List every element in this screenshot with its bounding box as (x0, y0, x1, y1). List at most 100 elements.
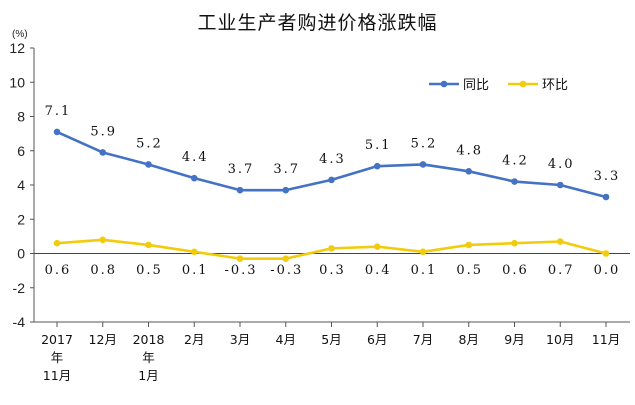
x-tick-label-line: 9月 (504, 332, 524, 347)
series-yoy: 7.1 5.9 5.2 4.4 3.7 3.7 4.3 5.1 5.2 4.8 4.2 4.0 3.3 (45, 104, 621, 201)
legend-marker (519, 80, 527, 88)
data-point (556, 238, 564, 245)
x-tick-label: 8月 (459, 332, 479, 347)
series-mom: 0.6 0.8 0.5 0.1 -0.3 -0.3 0.3 0.4 0.1 0.5 0.6 0.7 0.… (45, 236, 621, 278)
data-point (53, 239, 61, 247)
x-tick-label-line: 5月 (321, 332, 341, 347)
legend-entry: 同比 (463, 78, 489, 93)
x-tick-label: 11月 (592, 332, 620, 347)
data-label: 0.6 (502, 263, 529, 278)
data-point (145, 241, 152, 249)
data-point (511, 178, 518, 185)
data-point (282, 255, 290, 262)
x-tick-label: 3月 (230, 332, 250, 347)
x-tick-label: 6月 (367, 332, 387, 347)
data-label: 0.4 (365, 263, 392, 278)
x-tick-label-line: 年 (51, 350, 64, 365)
chart-title: 工业生产者购进价格涨跌幅 (197, 12, 438, 34)
x-tick-label: 10月 (546, 332, 574, 347)
data-point (190, 248, 198, 256)
y-tick-label: 12 (9, 40, 25, 56)
y-tick-label: 10 (9, 74, 25, 90)
data-point (99, 149, 107, 156)
legend-entry: 环比 (542, 78, 568, 93)
x-tick-label-line: 11月 (592, 332, 620, 347)
data-point (419, 161, 427, 168)
x-tick-label-line: 10月 (546, 332, 574, 347)
x-tick-label-line: 2017 (41, 332, 73, 347)
data-point (419, 248, 427, 256)
x-tick-label: 9月 (504, 332, 524, 347)
y-tick-label: 0 (17, 246, 25, 262)
x-tick-label: 2月 (184, 332, 204, 347)
data-label: 4.4 (182, 150, 209, 165)
data-label: 0.0 (594, 263, 621, 278)
x-tick-label: 5月 (321, 332, 341, 347)
data-point (99, 236, 107, 244)
data-point (602, 250, 610, 257)
data-point (465, 241, 473, 249)
x-tick-label-line: 7月 (413, 332, 433, 347)
data-point (236, 186, 244, 194)
series-layer: 7.1 5.9 5.2 4.4 3.7 3.7 4.3 5.1 5.2 4.8 4.2 4.0 3.3 0… (45, 104, 621, 278)
y-tick-label: 6 (17, 143, 25, 159)
x-tick-label-line: 4月 (276, 332, 296, 347)
data-label: 3.7 (228, 162, 255, 177)
data-point (373, 162, 381, 170)
y-tick-label: 4 (17, 177, 25, 193)
x-tick-label-line: 年 (142, 350, 155, 365)
data-point (465, 168, 473, 175)
x-tick-label: 2018 年 1月 (133, 332, 165, 383)
data-label: 3.7 (273, 162, 300, 177)
y-tick-label: -4 (13, 314, 26, 330)
y-tick-label: 8 (17, 109, 25, 125)
axes: -4 -2 0 2 4 6 8 10 12 2017 年 11月 12月 2018 年 1月 2月 3月 4月 5月 6… (9, 40, 630, 383)
data-label: 4.2 (502, 154, 529, 169)
legend-marker (440, 80, 448, 88)
data-label: 5.2 (411, 136, 438, 151)
data-label: 7.1 (45, 104, 72, 119)
data-label: 0.1 (411, 263, 438, 278)
data-label: 0.3 (319, 263, 346, 278)
y-tick-label: -2 (13, 280, 26, 296)
data-point (602, 193, 610, 201)
data-label: 5.1 (365, 138, 392, 153)
x-tick-label-line: 12月 (89, 332, 117, 347)
x-tick-label-line: 11月 (43, 368, 71, 383)
data-point (328, 245, 335, 252)
data-label: 4.8 (456, 143, 483, 158)
data-point (53, 128, 61, 136)
data-point (328, 176, 335, 184)
data-label: 0.5 (136, 263, 163, 278)
data-label: 4.0 (548, 157, 575, 172)
data-point (145, 161, 152, 168)
x-tick-label: 4月 (276, 332, 296, 347)
data-label: 3.3 (594, 169, 621, 184)
data-label: 0.1 (182, 263, 209, 278)
x-tick-label-line: 8月 (459, 332, 479, 347)
x-tick-label: 2017 年 11月 (41, 332, 73, 383)
data-label: 0.6 (45, 263, 72, 278)
y-axis-unit: (%) (12, 29, 28, 40)
data-label: 4.3 (319, 152, 346, 167)
data-point (282, 186, 290, 194)
x-tick-label-line: 2月 (184, 332, 204, 347)
data-point (236, 255, 244, 262)
data-label: 5.9 (90, 124, 117, 139)
x-tick-label-line: 6月 (367, 332, 387, 347)
legend: 同比 环比 (429, 78, 568, 93)
x-tick-label: 7月 (413, 332, 433, 347)
x-tick-label-line: 2018 (133, 332, 165, 347)
data-label: 0.7 (548, 263, 575, 278)
data-point (190, 174, 198, 182)
data-label: 5.2 (136, 136, 163, 151)
data-point (511, 239, 518, 247)
data-point (556, 181, 564, 189)
y-tick-label: 2 (17, 211, 25, 227)
data-label: 0.5 (456, 263, 483, 278)
x-tick-label-line: 3月 (230, 332, 250, 347)
x-tick-label-line: 1月 (138, 368, 158, 383)
data-label: 0.8 (90, 263, 117, 278)
data-point (373, 243, 381, 250)
data-label: -0.3 (224, 263, 257, 278)
